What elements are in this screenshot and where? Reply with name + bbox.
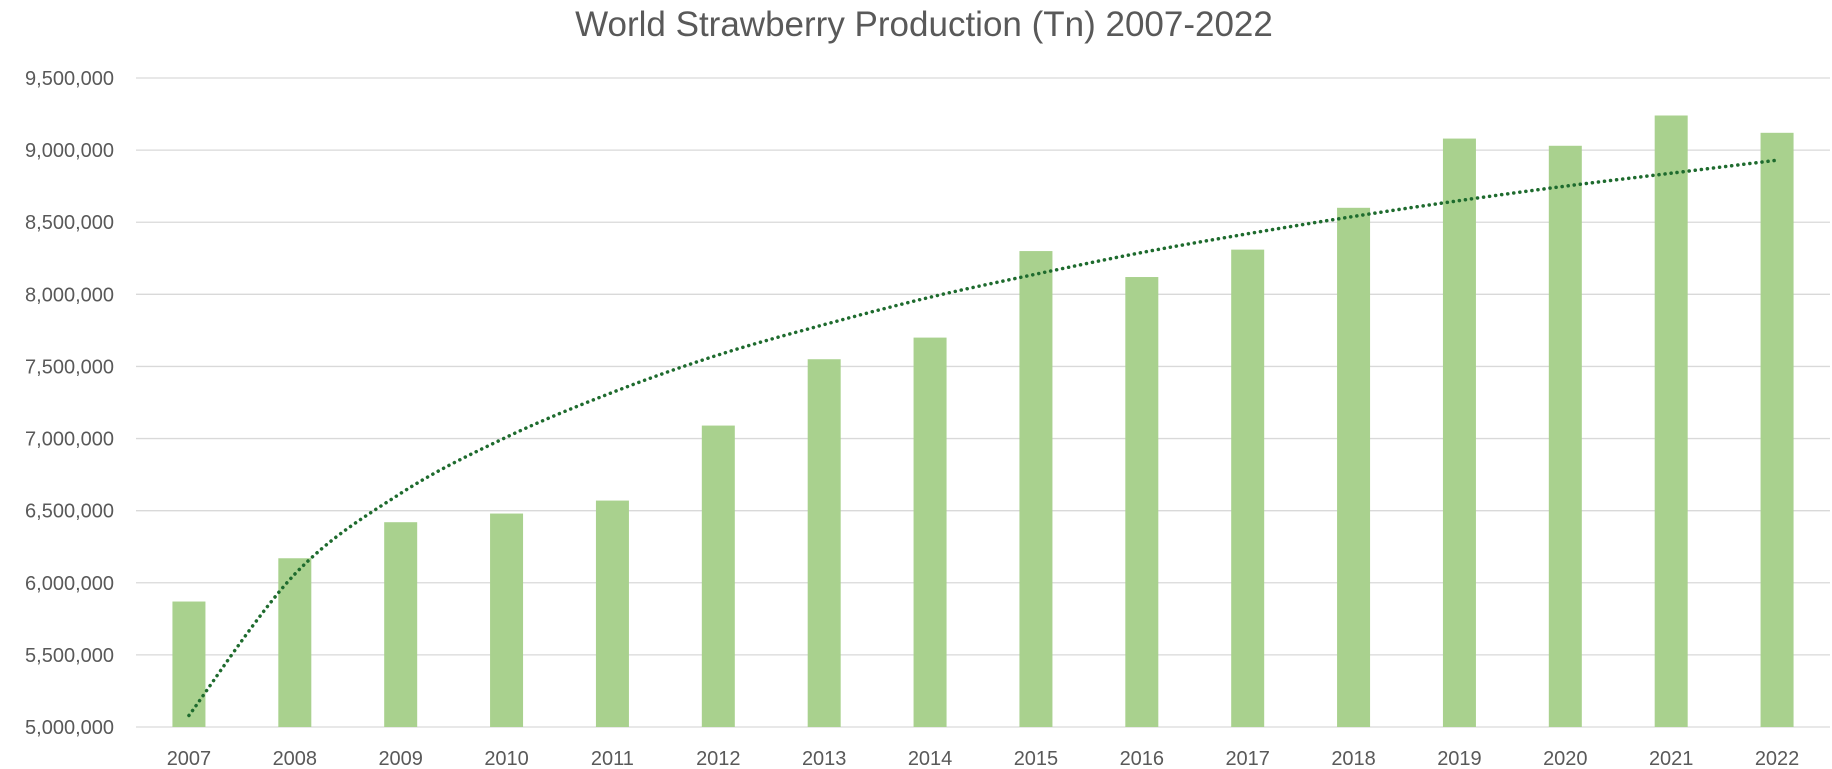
x-tick-label: 2010 [484, 748, 529, 769]
x-tick-label: 2008 [273, 748, 318, 769]
x-tick-label: 2011 [591, 748, 634, 769]
trendline [187, 158, 1779, 718]
gridlines [136, 77, 1830, 728]
x-tick-label: 2021 [1649, 748, 1694, 769]
y-axis-tick-labels: 5,000,000 5,500,000 6,000,000 6,500,000 7,00… [25, 68, 114, 739]
x-axis-tick-labels: 2007 2008 2009 2010 2011 2012 2013 2014 2015 2016… [167, 748, 1800, 769]
x-tick-label: 2012 [696, 748, 741, 769]
x-tick-label: 2017 [1225, 748, 1270, 769]
y-tick-label: 8,500,000 [25, 212, 114, 234]
y-tick-label: 7,500,000 [25, 356, 114, 378]
x-tick-label: 2020 [1543, 748, 1588, 769]
bar [1654, 115, 1688, 727]
bars [172, 115, 1794, 728]
x-tick-label: 2019 [1437, 748, 1482, 769]
x-tick-label: 2015 [1014, 748, 1059, 769]
x-tick-label: 2016 [1120, 748, 1165, 769]
y-tick-label: 9,000,000 [25, 140, 114, 162]
trendline-group [187, 158, 1779, 718]
y-tick-label: 8,000,000 [25, 284, 114, 306]
bar [1760, 132, 1794, 727]
x-tick-label: 2014 [908, 748, 953, 769]
bar [278, 558, 312, 727]
y-tick-label: 6,500,000 [25, 501, 114, 523]
bar [807, 359, 841, 727]
y-tick-label: 9,500,000 [25, 68, 114, 90]
x-tick-label: 2022 [1755, 748, 1800, 769]
bar [1337, 207, 1371, 728]
bar [1125, 277, 1159, 727]
bar [384, 522, 418, 727]
bar [701, 425, 735, 727]
y-tick-label: 6,000,000 [25, 573, 114, 595]
bar [1548, 145, 1582, 728]
chart-title: World Strawberry Production (Tn) 2007-20… [575, 5, 1273, 44]
x-tick-label: 2018 [1331, 748, 1376, 769]
bar [490, 513, 524, 727]
bar [172, 601, 206, 727]
x-tick-label: 2013 [802, 748, 847, 769]
bar [1231, 249, 1265, 727]
bar [913, 337, 947, 727]
y-tick-label: 5,000,000 [25, 717, 114, 739]
y-tick-label: 5,500,000 [25, 645, 114, 667]
y-tick-label: 7,000,000 [25, 429, 114, 451]
bar [1442, 138, 1476, 727]
bar [595, 500, 629, 727]
x-tick-label: 2007 [167, 748, 212, 769]
bar [1019, 251, 1053, 728]
x-tick-label: 2009 [378, 748, 423, 769]
